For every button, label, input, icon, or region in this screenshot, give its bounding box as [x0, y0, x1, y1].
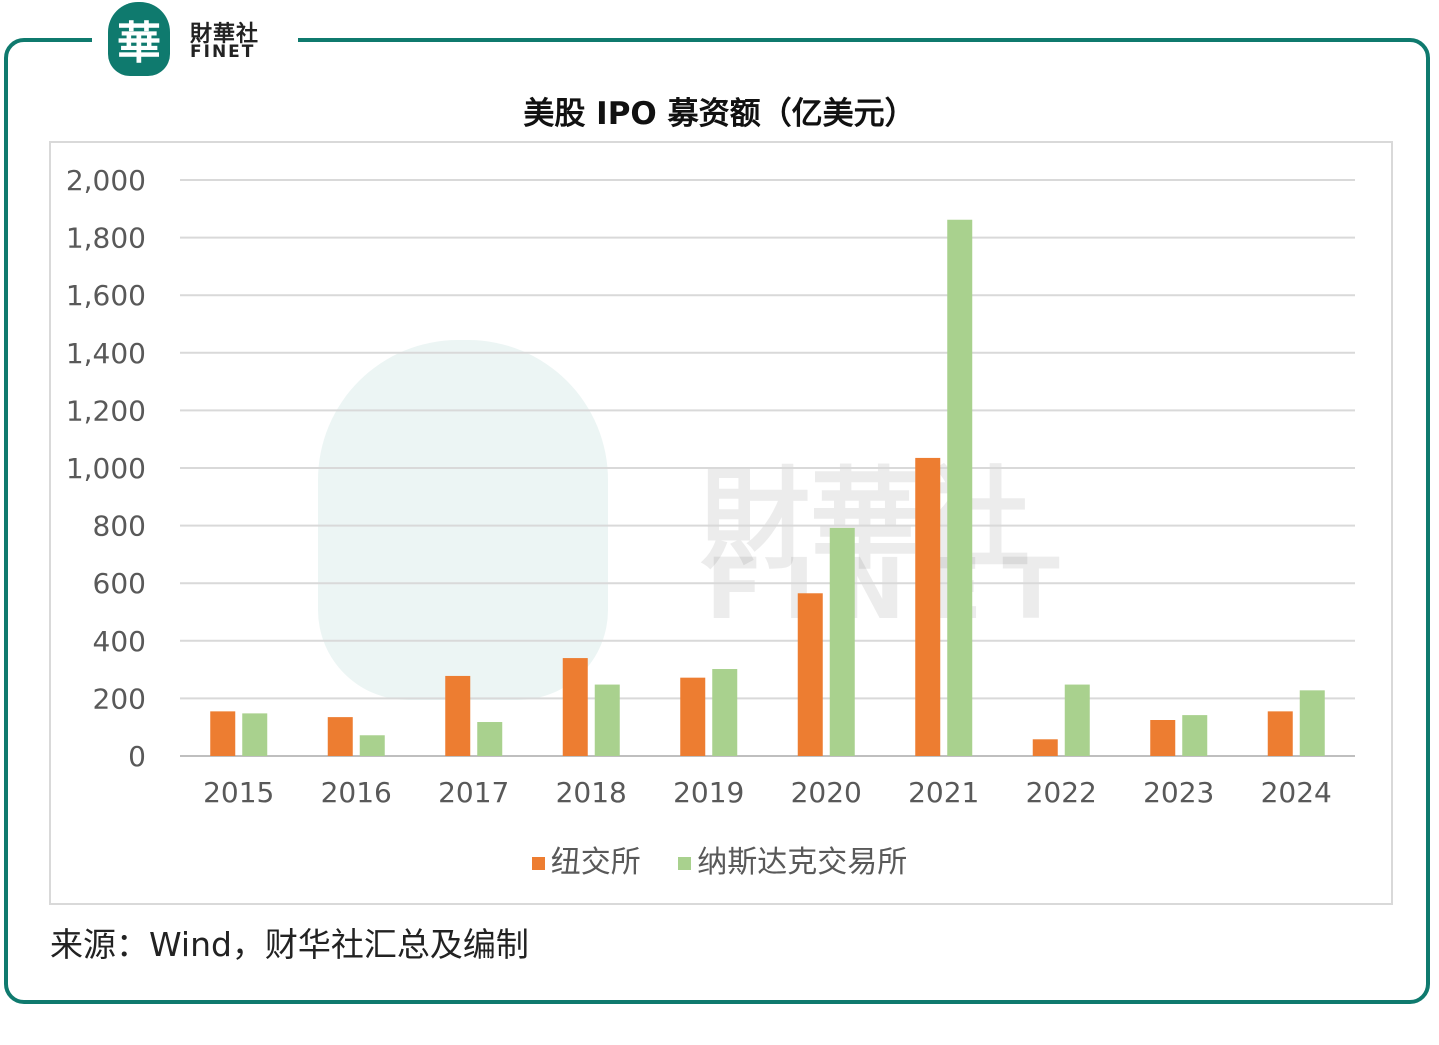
logo-english-name: FINET — [190, 42, 256, 62]
x-tick-label: 2023 — [1143, 776, 1214, 809]
bar-nasdaq — [947, 219, 973, 756]
y-tick-label: 1,000 — [66, 452, 146, 485]
legend-item-nyse: 纽交所 — [531, 837, 641, 881]
y-tick-label: 0 — [128, 740, 146, 773]
x-tick-label: 2024 — [1261, 776, 1332, 809]
bar-nyse — [1267, 711, 1293, 756]
watermark-english: FINET — [706, 540, 1080, 638]
logo-chinese-name: 財華社 — [190, 22, 260, 47]
bar-nyse — [445, 675, 471, 756]
x-tick-label: 2019 — [673, 776, 744, 809]
source-note: 来源：Wind，财华社汇总及编制 — [50, 925, 529, 964]
bar-nyse — [210, 711, 236, 756]
plot-area-border — [49, 141, 1393, 905]
x-tick-label: 2022 — [1026, 776, 1097, 809]
bar-nyse — [327, 717, 353, 756]
y-tick-label: 1,400 — [66, 337, 146, 370]
x-tick-label: 2015 — [203, 776, 274, 809]
bar-nasdaq — [242, 713, 268, 756]
bar-nasdaq — [477, 722, 503, 756]
legend-swatch-nasdaq — [678, 857, 692, 870]
y-tick-label: 1,800 — [66, 222, 146, 255]
x-tick-label: 2021 — [908, 776, 979, 809]
bar-nasdaq — [1064, 684, 1090, 756]
bar-nasdaq — [712, 669, 738, 756]
chart-title: 美股 IPO 募资额（亿美元） — [523, 96, 916, 132]
bar-nasdaq — [1299, 690, 1325, 756]
legend-item-nasdaq: 纳斯达克交易所 — [678, 837, 907, 881]
legend-swatch-nyse — [531, 857, 545, 870]
bar-nyse — [680, 677, 706, 756]
outer-frame — [4, 38, 1430, 1004]
y-tick-label: 1,600 — [66, 279, 146, 312]
bar-nasdaq — [359, 735, 385, 756]
legend-label-nyse: 纽交所 — [550, 845, 641, 880]
bar-nasdaq — [1182, 715, 1208, 756]
y-tick-label: 400 — [93, 625, 146, 658]
bar-nyse — [562, 658, 588, 756]
bar-nyse — [1032, 739, 1058, 756]
bar-nyse — [1150, 720, 1176, 756]
x-tick-label: 2017 — [438, 776, 509, 809]
watermark-chinese: 財華社 — [700, 456, 1030, 584]
y-tick-label: 800 — [93, 510, 146, 543]
bar-nasdaq — [594, 684, 620, 756]
bar-nyse — [797, 593, 823, 756]
legend-label-nasdaq: 纳斯达克交易所 — [697, 845, 908, 880]
y-tick-label: 200 — [93, 682, 146, 715]
bar-nasdaq — [829, 527, 855, 756]
brand-logo: 華 財華社 FINET — [92, 0, 298, 82]
y-tick-label: 2,000 — [66, 164, 146, 197]
x-tick-label: 2016 — [321, 776, 392, 809]
legend: 纽交所 纳斯达克交易所 — [0, 837, 1439, 881]
x-tick-label: 2020 — [791, 776, 862, 809]
y-tick-label: 600 — [93, 567, 146, 600]
logo-mark: 華 — [108, 2, 170, 76]
x-tick-label: 2018 — [556, 776, 627, 809]
bar-nyse — [915, 457, 941, 756]
y-tick-label: 1,200 — [66, 394, 146, 427]
